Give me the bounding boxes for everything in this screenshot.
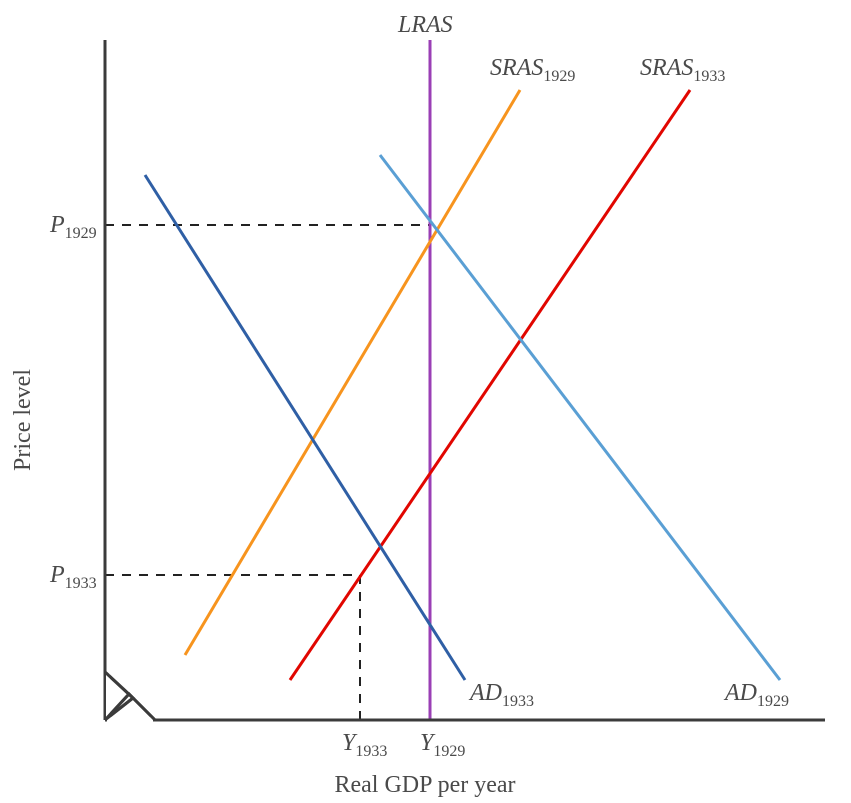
x-axis-title: Real GDP per year bbox=[334, 772, 515, 798]
y-axis-title: Price level bbox=[10, 369, 36, 471]
plot-bg bbox=[0, 0, 851, 803]
label-lras: LRAS bbox=[397, 12, 453, 38]
ad-as-diagram: LRASSRAS1929SRAS1933AD1929AD1933P1929P19… bbox=[0, 0, 851, 803]
chart-container: LRASSRAS1929SRAS1933AD1929AD1933P1929P19… bbox=[0, 0, 851, 803]
